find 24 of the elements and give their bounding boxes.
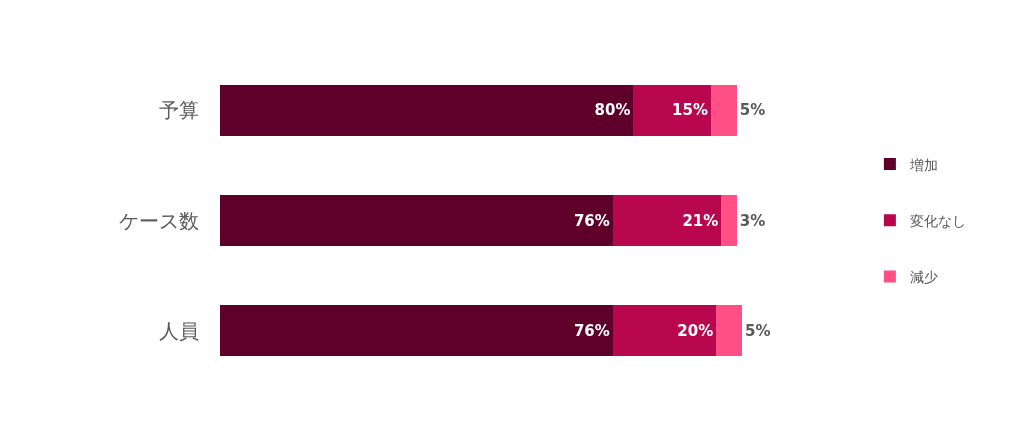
data-label: 80% <box>594 101 631 120</box>
data-label: 20% <box>677 321 714 340</box>
legend-label: 減少 <box>909 268 938 285</box>
data-label: 5% <box>745 321 771 340</box>
bar <box>710 84 737 136</box>
legend-label: 変化なし <box>909 212 966 229</box>
bar <box>716 305 742 357</box>
bar <box>612 305 717 357</box>
bar <box>633 84 711 136</box>
bar <box>220 195 613 246</box>
data-label: 15% <box>672 101 708 120</box>
bar <box>220 84 634 136</box>
bar <box>721 195 737 246</box>
legend-label: 増加 <box>908 156 938 173</box>
data-label: 76% <box>573 321 610 340</box>
bar <box>220 305 613 357</box>
data-label: 5% <box>739 101 766 120</box>
y-tick-label: ケース数 <box>119 208 199 233</box>
data-label: 21% <box>682 211 719 230</box>
bar <box>612 195 722 246</box>
data-label: 3% <box>739 211 766 230</box>
y-tick-label: 予算 <box>159 98 199 123</box>
y-tick-label: 人員 <box>159 318 199 343</box>
data-label: 76% <box>573 211 610 230</box>
